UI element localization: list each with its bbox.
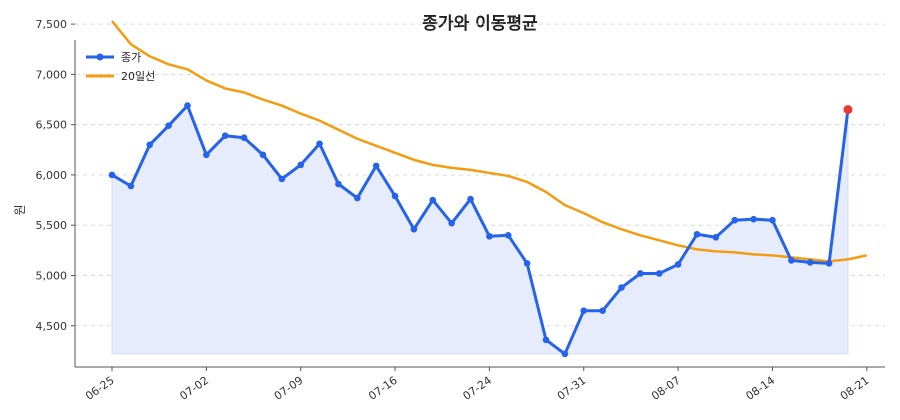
close-point bbox=[316, 140, 323, 148]
close-point bbox=[221, 132, 229, 140]
x-tick-label: 08-14 bbox=[744, 374, 778, 403]
close-point bbox=[467, 195, 474, 203]
x-tick-label: 07-16 bbox=[366, 374, 400, 403]
last-close-point bbox=[843, 105, 853, 115]
legend-label-ma: 20일선 bbox=[121, 69, 155, 83]
x-tick-label: 07-24 bbox=[460, 374, 494, 403]
close-area-fill bbox=[111, 104, 849, 355]
close-point bbox=[806, 259, 814, 266]
axes-layer bbox=[74, 40, 885, 368]
chart-title: 종가와 이동평균 bbox=[422, 14, 538, 34]
close-point bbox=[542, 336, 550, 344]
legend: 종가 20일선 bbox=[86, 51, 155, 83]
y-ticks: 4,500 5,000 5,500 6,000 6,500 7,000 7,500 bbox=[36, 18, 75, 333]
close-point bbox=[599, 307, 606, 314]
close-point bbox=[448, 219, 455, 227]
close-point bbox=[278, 175, 286, 183]
close-point bbox=[618, 284, 625, 291]
legend-marker-close bbox=[96, 53, 104, 61]
y-tick-label: 6,000 bbox=[36, 169, 68, 182]
close-point bbox=[486, 232, 493, 240]
x-tick-label: 08-21 bbox=[838, 374, 872, 403]
close-point bbox=[203, 151, 210, 159]
ma-layer bbox=[111, 20, 868, 263]
x-tick-label: 06-25 bbox=[83, 374, 117, 403]
y-tick-label: 5,500 bbox=[36, 219, 68, 232]
close-point bbox=[335, 180, 342, 188]
close-point bbox=[146, 141, 154, 149]
legend-label-close: 종가 bbox=[121, 51, 141, 64]
close-point bbox=[825, 260, 833, 267]
close-point bbox=[769, 216, 776, 224]
close-point bbox=[165, 122, 172, 129]
close-point bbox=[731, 216, 739, 224]
y-tick-label: 7,000 bbox=[36, 68, 68, 81]
close-point bbox=[561, 350, 569, 358]
close-point bbox=[429, 196, 437, 204]
close-point bbox=[391, 192, 399, 200]
y-tick-label: 6,500 bbox=[36, 119, 68, 132]
close-point bbox=[750, 215, 757, 223]
close-point bbox=[372, 162, 380, 170]
fill-layer bbox=[111, 104, 849, 355]
series-line-ma bbox=[111, 20, 868, 263]
close-point bbox=[637, 270, 644, 277]
y-axis-label: 원 bbox=[13, 204, 27, 215]
series-line-close bbox=[111, 104, 850, 356]
close-point bbox=[354, 194, 361, 202]
close-point bbox=[712, 233, 720, 241]
close-point bbox=[297, 161, 305, 169]
y-tick-label: 7,500 bbox=[36, 18, 68, 31]
close-point bbox=[788, 257, 795, 264]
x-tick-label: 07-09 bbox=[272, 374, 306, 403]
close-point bbox=[580, 307, 588, 314]
close-point bbox=[523, 260, 531, 267]
x-tick-label: 07-31 bbox=[555, 374, 589, 403]
close-point bbox=[693, 230, 701, 238]
close-point bbox=[674, 261, 682, 268]
close-layer bbox=[108, 102, 853, 358]
y-tick-label: 4,500 bbox=[36, 320, 68, 333]
y-tick-label: 5,000 bbox=[36, 269, 68, 282]
close-point bbox=[259, 151, 267, 159]
close-point bbox=[655, 270, 663, 277]
close-point bbox=[240, 134, 248, 142]
x-tick-label: 07-02 bbox=[177, 374, 211, 403]
close-point bbox=[127, 182, 135, 190]
close-point bbox=[108, 171, 116, 179]
close-point bbox=[184, 102, 191, 109]
x-ticks: 06-25 07-02 07-09 07-16 07-24 07-31 08-07 08-14… bbox=[83, 367, 872, 403]
close-point bbox=[504, 231, 512, 239]
close-point bbox=[410, 225, 418, 233]
x-tick-label: 08-07 bbox=[649, 374, 683, 403]
